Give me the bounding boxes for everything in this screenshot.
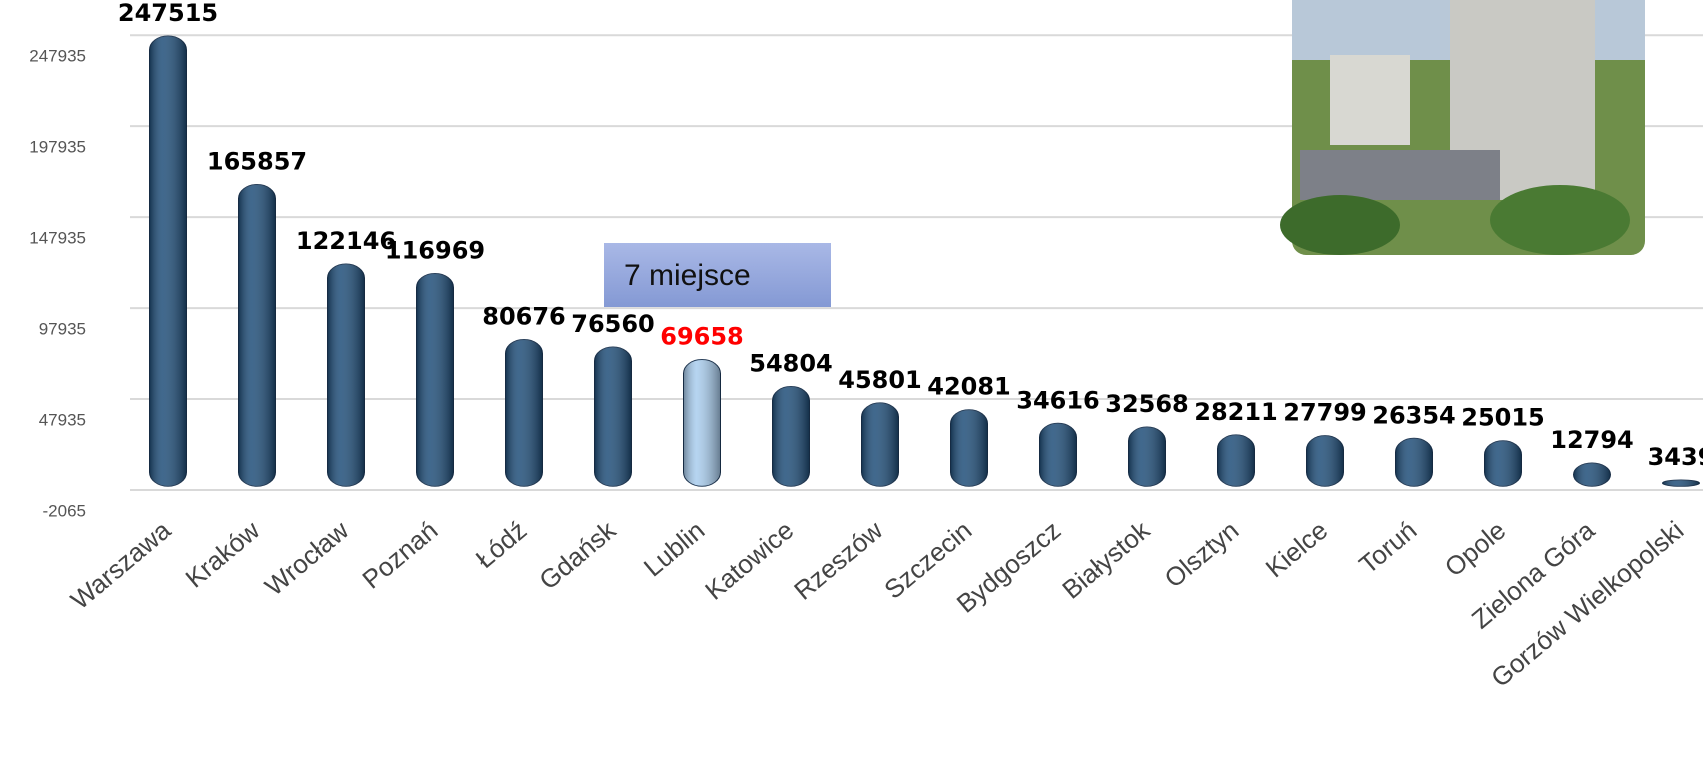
value-label: 26354 [1372, 401, 1456, 429]
x-tick-label: Kraków [180, 515, 266, 594]
bar [1484, 440, 1522, 487]
annotation: 7 miejsce [624, 259, 751, 292]
bar [594, 346, 632, 487]
bar [1306, 435, 1344, 487]
x-tick-label: Katowice [699, 515, 799, 606]
bar [861, 402, 899, 487]
x-tick-label: Rzeszów [788, 515, 888, 606]
value-label: 122146 [296, 227, 396, 255]
bar [950, 409, 988, 487]
bar [416, 272, 454, 487]
value-label: 25015 [1461, 404, 1545, 432]
bar [683, 359, 721, 487]
x-tick-label: Kielce [1260, 515, 1334, 584]
x-tick-label: Olsztyn [1159, 515, 1245, 594]
x-tick-label: Gdańsk [533, 514, 622, 595]
annotation-box: 7 miejsce [604, 243, 831, 307]
bar [505, 338, 543, 487]
value-label: 45801 [838, 366, 922, 394]
x-tick-label: Wrocław [259, 515, 354, 602]
bar [327, 263, 365, 487]
y-tick-label: 47935 [39, 411, 86, 430]
value-label: 32568 [1105, 390, 1189, 418]
bar [1039, 422, 1077, 487]
value-label: 3439 [1648, 443, 1703, 471]
y-tick-label: -2065 [43, 501, 86, 520]
value-label: 165857 [207, 148, 307, 176]
x-tick-label: Lublin [638, 515, 710, 583]
x-tick-label: Toruń [1353, 515, 1422, 580]
value-label: 76560 [571, 310, 655, 338]
value-label: 42081 [927, 373, 1011, 401]
value-label: 28211 [1194, 398, 1278, 426]
y-tick-label: 247935 [29, 47, 86, 66]
value-label: 116969 [385, 236, 485, 264]
bar [1395, 437, 1433, 487]
y-tick-label: 147935 [29, 229, 86, 248]
bar [1573, 462, 1611, 487]
value-label: 69658 [660, 323, 744, 351]
x-tick-label: Białystok [1056, 514, 1156, 604]
bar [1128, 426, 1166, 487]
value-label: 34616 [1016, 386, 1100, 414]
bar [1662, 479, 1700, 487]
value-label: 12794 [1550, 426, 1634, 454]
value-label: 27799 [1283, 399, 1367, 427]
bar [772, 386, 810, 487]
bar [1217, 434, 1255, 487]
value-label: 54804 [749, 350, 833, 378]
value-label: 80676 [482, 302, 566, 330]
x-tick-label: Łódź [470, 515, 532, 574]
y-tick-label: 197935 [29, 138, 86, 157]
x-tick-label: Poznań [356, 515, 443, 595]
bar [149, 35, 187, 487]
bar [238, 184, 276, 487]
value-label: 247515 [118, 0, 218, 27]
x-tick-label: Opole [1439, 515, 1511, 583]
x-tick-label: Warszawa [65, 515, 177, 616]
photo [1280, 0, 1645, 255]
y-tick-label: 97935 [39, 320, 86, 339]
